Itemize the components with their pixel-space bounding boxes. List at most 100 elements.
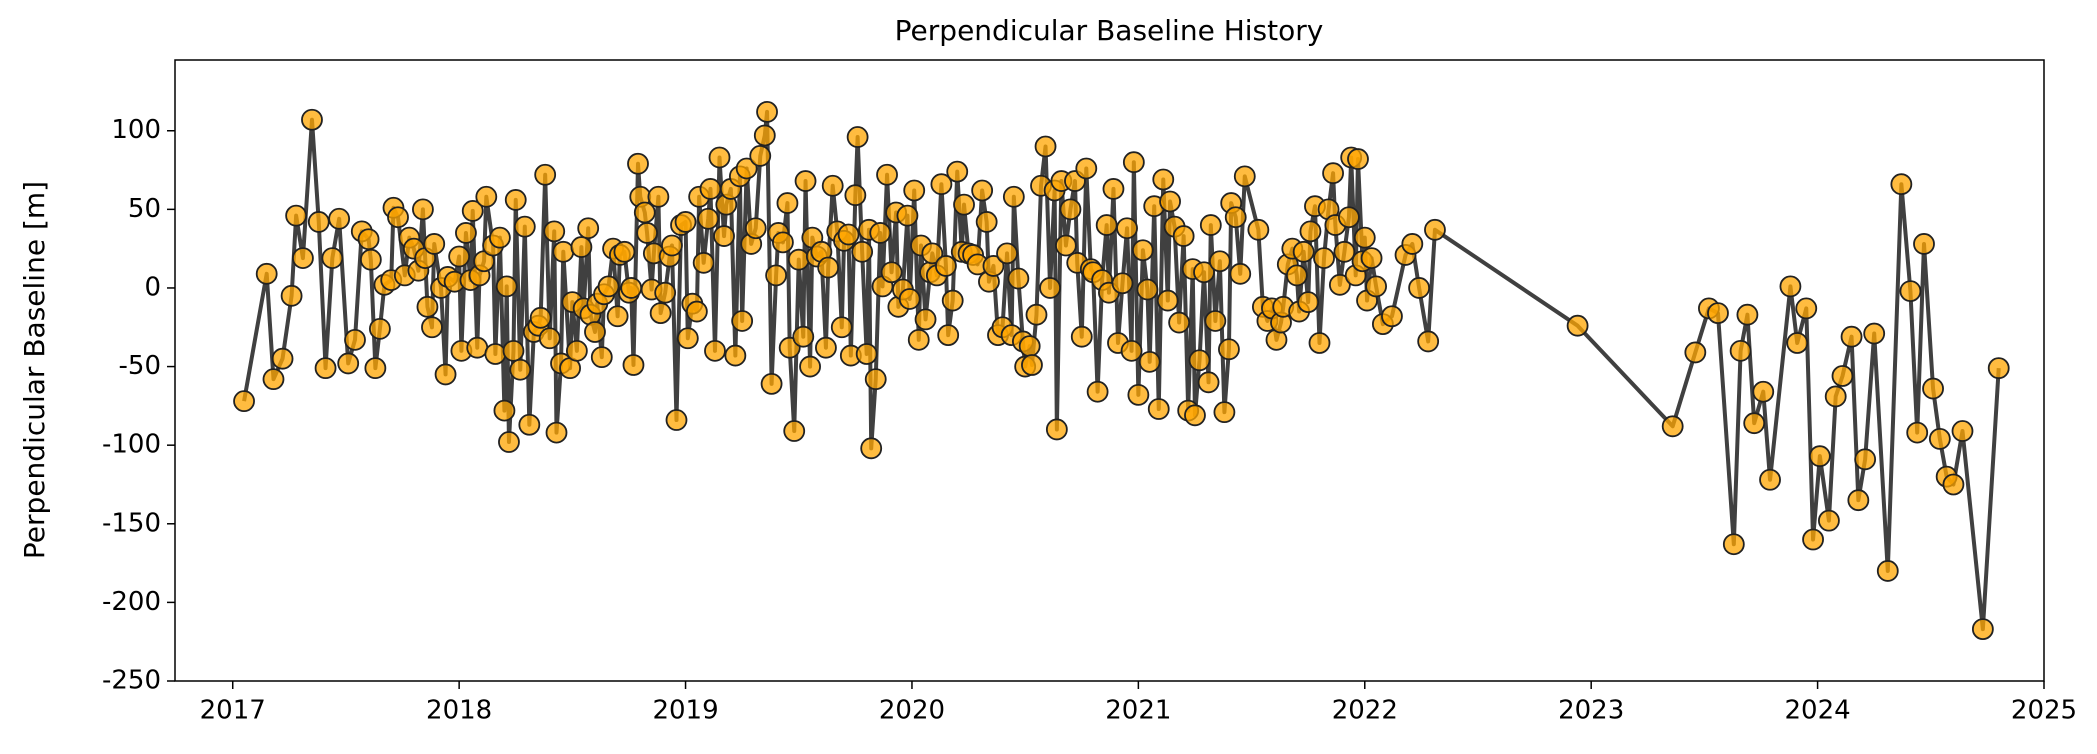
marker <box>285 204 308 227</box>
marker <box>1328 273 1351 296</box>
marker <box>1156 289 1179 312</box>
marker <box>1021 354 1043 376</box>
marker <box>996 242 1018 265</box>
y-tick-label: -50 <box>119 351 161 381</box>
marker <box>570 236 593 258</box>
x-tick-label: 2024 <box>1785 696 1851 726</box>
marker <box>1168 311 1191 334</box>
marker <box>1824 385 1847 408</box>
marker <box>1840 325 1863 348</box>
marker <box>636 222 658 244</box>
marker <box>665 409 688 431</box>
marker <box>1360 247 1383 269</box>
marker <box>314 357 337 380</box>
marker <box>1152 168 1175 191</box>
marker <box>359 248 382 271</box>
marker <box>368 317 391 340</box>
marker <box>1184 404 1206 427</box>
marker <box>817 256 840 279</box>
marker <box>971 179 994 202</box>
marker <box>1661 415 1684 438</box>
marker <box>914 308 937 331</box>
marker <box>851 240 874 263</box>
marker <box>328 207 351 230</box>
marker <box>1566 314 1589 337</box>
marker <box>1338 206 1360 229</box>
marker <box>1007 267 1030 290</box>
marker <box>896 204 919 227</box>
marker <box>792 325 815 348</box>
marker <box>876 163 898 186</box>
marker <box>654 281 677 304</box>
marker <box>1075 157 1098 180</box>
x-tick-label: 2021 <box>1105 696 1171 726</box>
marker <box>1802 528 1824 551</box>
marker <box>1136 278 1159 301</box>
marker <box>946 160 969 183</box>
marker <box>1116 217 1138 240</box>
marker <box>545 421 568 444</box>
marker <box>1847 489 1870 512</box>
marker <box>1127 383 1150 406</box>
marker <box>731 310 754 332</box>
plot-area: -250 -200 -150 -100 -50 0 50 100 2017 2018 2019 202… <box>102 59 2077 726</box>
marker <box>344 328 366 351</box>
marker <box>337 352 360 375</box>
marker <box>475 185 498 208</box>
marker <box>1971 618 1994 641</box>
marker <box>1899 280 1922 303</box>
marker <box>1197 371 1220 394</box>
marker <box>756 100 778 123</box>
marker <box>692 251 715 274</box>
marker <box>1401 233 1424 255</box>
marker <box>1779 275 1802 298</box>
axes-frame <box>174 59 2045 682</box>
marker <box>982 255 1005 277</box>
marker <box>484 343 507 365</box>
marker <box>301 108 323 131</box>
marker <box>869 222 892 244</box>
marker <box>461 200 484 222</box>
marker <box>606 305 629 328</box>
marker <box>488 226 511 249</box>
marker <box>937 324 960 347</box>
marker <box>590 346 613 369</box>
marker <box>423 233 446 255</box>
marker <box>815 336 837 359</box>
marker <box>1417 330 1440 353</box>
marker <box>255 262 278 285</box>
marker <box>661 234 683 257</box>
marker <box>1204 310 1227 332</box>
marker <box>647 185 670 208</box>
marker <box>1131 239 1154 262</box>
marker <box>1759 468 1781 491</box>
marker <box>455 222 477 244</box>
marker <box>1951 420 1974 442</box>
marker <box>708 146 731 169</box>
x-tick-label: 2025 <box>2011 696 2077 726</box>
marker <box>1122 151 1145 174</box>
marker <box>518 413 541 436</box>
marker <box>1102 178 1125 200</box>
marker <box>1025 303 1048 326</box>
marker <box>280 284 303 307</box>
marker <box>787 248 810 271</box>
marker <box>1408 277 1431 299</box>
y-tick-label: -200 <box>102 587 161 617</box>
marker <box>1987 357 2010 380</box>
marker <box>502 339 525 362</box>
marker <box>837 223 860 246</box>
marker <box>783 420 806 442</box>
marker <box>364 357 387 380</box>
marker <box>597 275 620 298</box>
marker <box>1299 220 1322 243</box>
marker <box>1942 473 1965 496</box>
marker <box>493 399 516 422</box>
marker <box>1808 445 1831 468</box>
marker <box>1297 291 1320 314</box>
marker <box>1159 190 1181 213</box>
marker <box>321 247 344 269</box>
marker <box>799 355 821 378</box>
marker <box>676 327 699 350</box>
y-tick-label: -150 <box>102 508 161 538</box>
